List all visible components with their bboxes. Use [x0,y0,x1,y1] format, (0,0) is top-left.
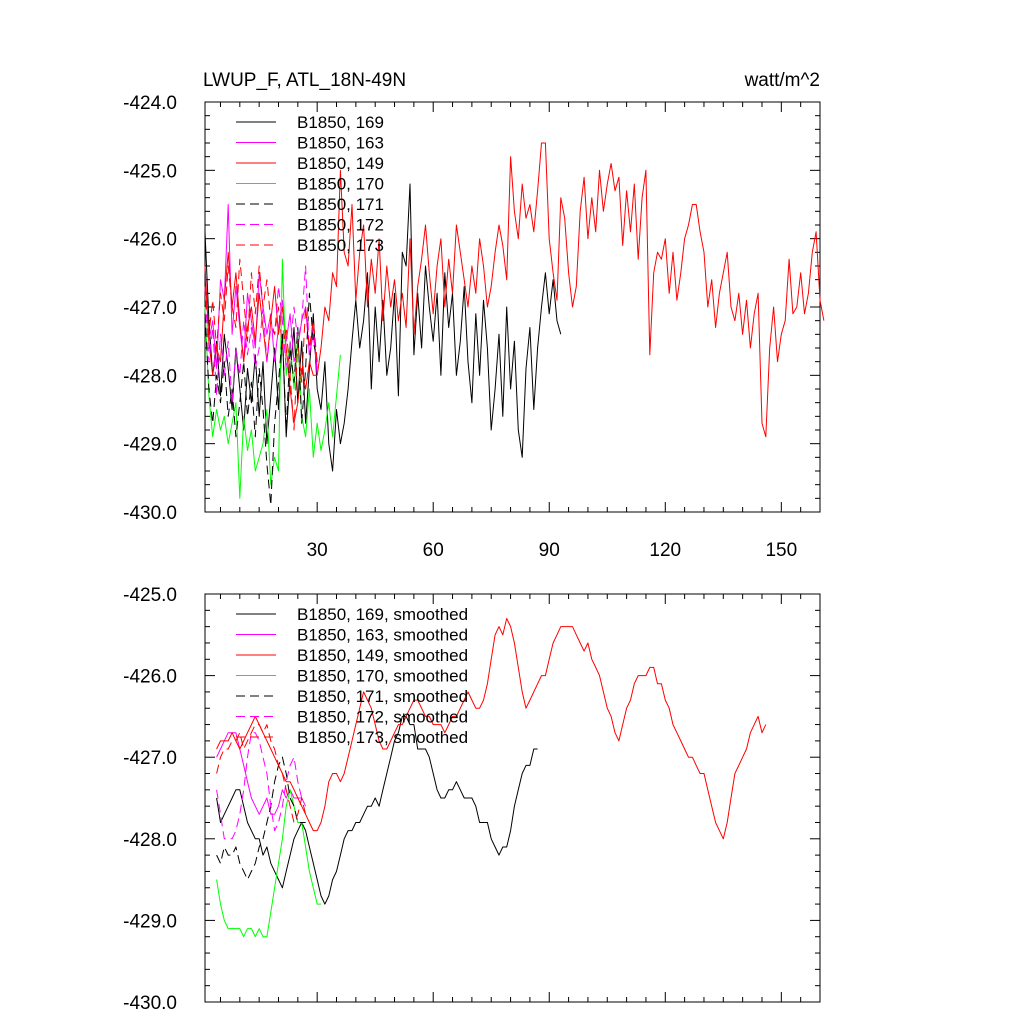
x-tick-label: 60 [423,540,444,561]
series-line-4 [216,756,306,881]
x-tick-label: 90 [539,540,560,561]
series-line-6 [204,258,318,431]
legend-label-4: B1850, 171 [297,195,384,214]
y-tick-label: -424.0 [123,93,177,114]
legend-label-4: B1850, 171, smoothed [297,687,468,706]
series-line-5 [204,265,318,404]
y-tick-label: -429.0 [123,911,177,932]
legend-label-6: B1850, 173, smoothed [297,728,468,747]
y-tick-label: -429.0 [123,435,177,456]
x-tick-label: 120 [649,540,681,561]
series-line-4 [204,292,318,506]
legend-label-0: B1850, 169, smoothed [297,605,468,624]
y-tick-label: -426.0 [123,230,177,251]
legend-label-2: B1850, 149, smoothed [297,646,468,665]
y-tick-label: -428.0 [123,366,177,387]
y-tick-label: -428.0 [123,830,177,851]
legend-label-6: B1850, 173 [297,236,384,255]
legend-label-1: B1850, 163, smoothed [297,626,468,645]
series-line-2 [204,142,825,438]
legend-label-2: B1850, 149 [297,154,384,173]
x-tick-label: 30 [307,540,328,561]
series-line-5 [216,732,306,840]
units-label: watt/m^2 [744,70,820,91]
y-tick-label: -427.0 [123,748,177,769]
x-tick-label: 150 [765,540,797,561]
plot-frame [204,593,821,1003]
legend-label-5: B1850, 172, smoothed [297,708,468,727]
y-tick-label: -425.0 [123,585,177,606]
y-tick-label: -425.0 [123,161,177,182]
chart-title: LWUP_F, ATL_18N-49N [203,70,406,91]
y-tick-label: -430.0 [123,503,177,524]
series-line-6 [216,724,307,823]
series-line-0 [216,715,538,905]
y-tick-label: -427.0 [123,298,177,319]
legend-label-1: B1850, 163 [297,134,384,153]
y-tick-label: -426.0 [123,667,177,688]
series-line-3 [216,789,321,938]
series-line-0 [204,183,562,472]
legend-label-3: B1850, 170 [297,175,384,194]
top-panel: 30 60 90 120 150 -424.0 -425.0 -426.0 -427.0 -428… [123,93,825,561]
series-line-2 [216,618,767,840]
y-tick-label: -430.0 [123,993,177,1014]
legend-label-3: B1850, 170, smoothed [297,667,468,686]
bottom-panel: -425.0 -426.0 -427.0 -428.0 -429.0 -430.0 B185… [123,585,821,1014]
legend-label-5: B1850, 172 [297,216,384,235]
legend-label-0: B1850, 169 [297,113,384,132]
